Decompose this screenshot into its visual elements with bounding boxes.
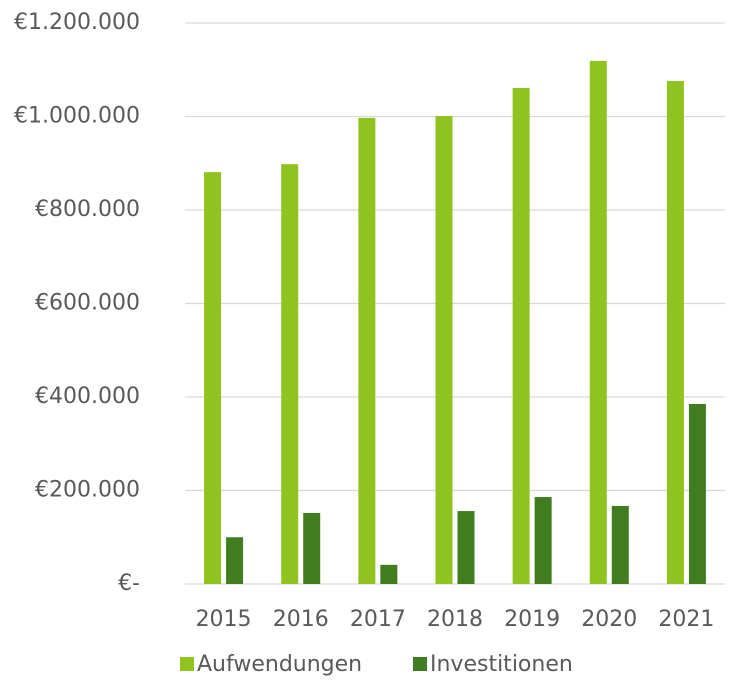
y-tick-label: €800.000 [35, 197, 140, 222]
y-tick-label: €600.000 [35, 291, 140, 316]
legend-swatch [180, 657, 194, 671]
x-tick-label: 2021 [658, 607, 714, 632]
bar [435, 116, 453, 584]
x-tick-label: 2016 [273, 607, 329, 632]
bar [358, 117, 376, 584]
bar [303, 512, 321, 584]
bar [666, 80, 684, 584]
bar [226, 537, 244, 584]
x-tick-label: 2019 [504, 607, 560, 632]
bar [281, 164, 299, 584]
legend-label: Investitionen [430, 652, 573, 677]
bar [512, 87, 530, 585]
y-tick-label: €1.000.000 [14, 104, 140, 129]
bar [534, 497, 552, 584]
bar [688, 404, 706, 584]
y-tick-label: €200.000 [35, 478, 140, 503]
bar [204, 172, 222, 584]
x-tick-label: 2020 [581, 607, 637, 632]
legend-label: Aufwendungen [197, 652, 362, 677]
y-tick-label: €- [118, 571, 140, 596]
bar [611, 505, 629, 584]
bar [457, 511, 475, 584]
x-tick-label: 2015 [196, 607, 252, 632]
y-tick-label: €1.200.000 [14, 10, 140, 35]
bar [589, 60, 607, 585]
legend-swatch [413, 657, 427, 671]
x-tick-label: 2018 [427, 607, 483, 632]
y-tick-label: €400.000 [35, 384, 140, 409]
x-tick-label: 2017 [350, 607, 406, 632]
bar [380, 564, 398, 584]
